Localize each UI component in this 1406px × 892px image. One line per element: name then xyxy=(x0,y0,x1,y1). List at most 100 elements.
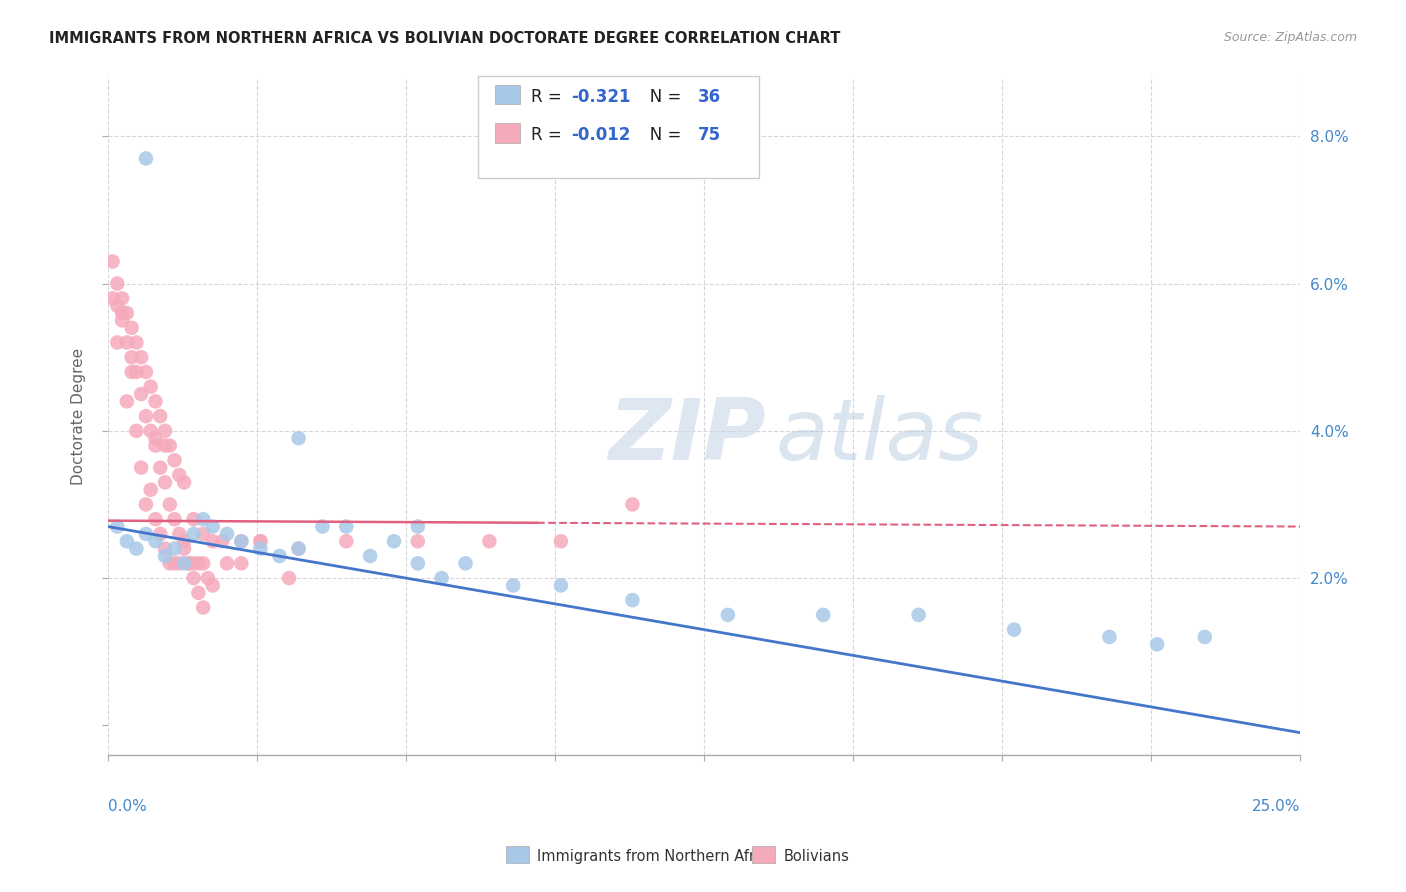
Text: 0.0%: 0.0% xyxy=(108,799,146,814)
Point xyxy=(125,365,148,379)
Point xyxy=(287,431,309,445)
Point xyxy=(145,431,167,445)
Point xyxy=(191,512,214,526)
Point xyxy=(191,527,214,541)
Point xyxy=(183,527,205,541)
Point xyxy=(153,438,176,452)
Point xyxy=(717,607,740,622)
Point xyxy=(191,600,214,615)
Point xyxy=(813,607,835,622)
Point xyxy=(502,578,524,592)
Point xyxy=(115,306,138,320)
Point xyxy=(163,453,186,467)
Point xyxy=(249,541,271,556)
Point xyxy=(215,557,238,571)
Point xyxy=(430,571,453,585)
Point xyxy=(121,365,143,379)
Point xyxy=(139,379,162,393)
Point xyxy=(201,578,224,592)
Point xyxy=(231,557,253,571)
Point xyxy=(129,387,152,401)
Point xyxy=(105,519,128,533)
Point xyxy=(1098,630,1121,644)
Point xyxy=(211,534,233,549)
Point xyxy=(135,152,157,166)
Point xyxy=(1194,630,1216,644)
Point xyxy=(187,586,209,600)
Point xyxy=(101,254,124,268)
Text: N =: N = xyxy=(634,87,686,105)
Text: Source: ZipAtlas.com: Source: ZipAtlas.com xyxy=(1223,31,1357,45)
Point xyxy=(163,541,186,556)
Point xyxy=(115,534,138,549)
Point xyxy=(129,460,152,475)
Point xyxy=(149,409,172,423)
Point xyxy=(153,549,176,563)
Point xyxy=(163,512,186,526)
Point xyxy=(159,557,181,571)
Point xyxy=(183,557,205,571)
Point xyxy=(153,541,176,556)
Point xyxy=(139,424,162,438)
Point xyxy=(121,320,143,334)
Point xyxy=(269,549,291,563)
Point xyxy=(187,557,209,571)
Point xyxy=(621,498,644,512)
Point xyxy=(145,534,167,549)
Point xyxy=(135,365,157,379)
Point xyxy=(145,512,167,526)
Point xyxy=(454,557,477,571)
Point xyxy=(135,498,157,512)
Point xyxy=(1146,637,1168,651)
Point xyxy=(115,394,138,409)
Point xyxy=(125,335,148,350)
Text: 25.0%: 25.0% xyxy=(1251,799,1301,814)
Point xyxy=(149,527,172,541)
Point xyxy=(406,557,429,571)
Point xyxy=(173,557,195,571)
Point xyxy=(335,519,357,533)
Point xyxy=(111,291,134,305)
Point xyxy=(201,534,224,549)
Point xyxy=(105,335,128,350)
Point xyxy=(173,541,195,556)
Point xyxy=(139,483,162,497)
Point xyxy=(550,534,572,549)
Point xyxy=(101,291,124,305)
Point xyxy=(191,557,214,571)
Point xyxy=(105,299,128,313)
Point xyxy=(621,593,644,607)
Point xyxy=(231,534,253,549)
Point xyxy=(550,578,572,592)
Text: R =: R = xyxy=(531,87,568,105)
Point xyxy=(278,571,301,585)
Point xyxy=(231,534,253,549)
Point xyxy=(1002,623,1025,637)
Point xyxy=(111,306,134,320)
Point xyxy=(135,527,157,541)
Point xyxy=(201,519,224,533)
Point xyxy=(163,557,186,571)
Text: -0.012: -0.012 xyxy=(571,126,630,144)
Point xyxy=(173,475,195,490)
Point xyxy=(149,460,172,475)
Point xyxy=(359,549,381,563)
Text: ZIP: ZIP xyxy=(609,395,766,478)
Point xyxy=(249,534,271,549)
Text: Bolivians: Bolivians xyxy=(783,849,849,864)
Text: -0.321: -0.321 xyxy=(571,87,630,105)
Text: N =: N = xyxy=(634,126,686,144)
Point xyxy=(478,534,501,549)
Point xyxy=(287,541,309,556)
Point xyxy=(145,394,167,409)
Point xyxy=(153,424,176,438)
Point xyxy=(125,541,148,556)
Point xyxy=(121,350,143,364)
Point xyxy=(105,277,128,291)
Y-axis label: Doctorate Degree: Doctorate Degree xyxy=(72,348,86,484)
Point xyxy=(135,409,157,423)
Point xyxy=(197,571,219,585)
Point xyxy=(177,557,200,571)
Text: Immigrants from Northern Africa: Immigrants from Northern Africa xyxy=(537,849,776,864)
Text: IMMIGRANTS FROM NORTHERN AFRICA VS BOLIVIAN DOCTORATE DEGREE CORRELATION CHART: IMMIGRANTS FROM NORTHERN AFRICA VS BOLIV… xyxy=(49,31,841,46)
